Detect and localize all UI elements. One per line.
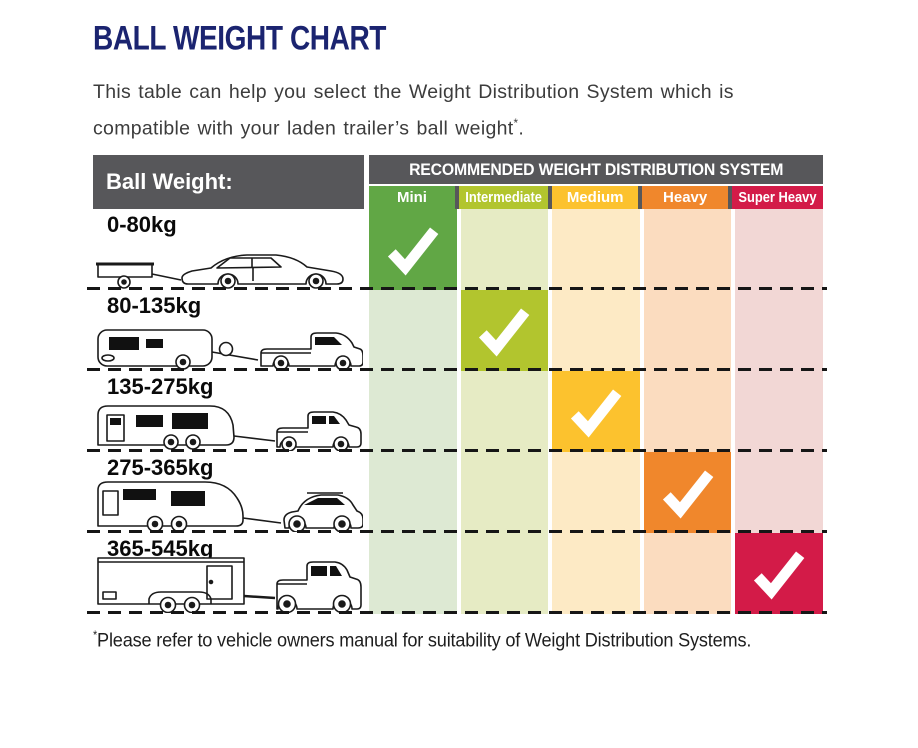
column-headers: Mini Intermediate Medium Heavy Super Heavy xyxy=(369,186,823,209)
cell-mini-80-135kg xyxy=(369,290,457,371)
checked-cell-mini-0-80kg xyxy=(369,209,457,290)
enclosed-trailer-and-truck-illustration xyxy=(97,557,362,613)
matrix xyxy=(369,209,823,614)
intro-line-2: compatible with your laden trailer’s bal… xyxy=(93,117,514,140)
ball-weight-header: Ball Weight: xyxy=(93,155,364,209)
cell-mini-275-365kg xyxy=(369,452,457,533)
cell-heavy-365-545kg xyxy=(643,533,732,614)
header-divider xyxy=(369,184,823,186)
checkmark-icon xyxy=(570,388,622,437)
recommended-header: RECOMMENDED WEIGHT DISTRIBUTION SYSTEM xyxy=(408,159,784,179)
table-row: 0-80kg xyxy=(93,209,364,290)
matrix-column-medium xyxy=(552,209,640,614)
cell-intermediate-0-80kg xyxy=(460,209,549,290)
page-title: BALL WEIGHT CHART xyxy=(93,18,386,57)
intro-asterisk: * xyxy=(513,117,519,130)
matrix-column-mini xyxy=(369,209,457,614)
row-divider xyxy=(87,449,827,452)
row-divider xyxy=(87,287,827,290)
cell-heavy-80-135kg xyxy=(643,290,732,371)
column-header-super-heavy: Super Heavy xyxy=(732,186,823,209)
row-label-275-365kg: 275-365kg xyxy=(107,455,214,480)
cell-intermediate-365-545kg xyxy=(460,533,549,614)
ball-weight-table: Ball Weight: RECOMMENDED WEIGHT DISTRIBU… xyxy=(87,155,827,614)
cell-intermediate-135-275kg xyxy=(460,371,549,452)
checkmark-icon xyxy=(662,469,713,518)
checked-cell-super-heavy-365-545kg xyxy=(735,533,823,614)
column-header-heavy: Heavy xyxy=(642,186,729,209)
row-label-135-275kg: 135-275kg xyxy=(107,374,214,399)
row-divider xyxy=(87,530,827,533)
cell-mini-365-545kg xyxy=(369,533,457,614)
cell-medium-80-135kg xyxy=(552,290,640,371)
table-row: 80-135kg xyxy=(93,290,364,371)
row-labels-column: 0-80kg xyxy=(93,209,364,614)
footnote-asterisk: * xyxy=(93,629,98,642)
cell-super-heavy-135-275kg xyxy=(735,371,823,452)
cell-medium-275-365kg xyxy=(552,452,640,533)
row-divider xyxy=(87,611,827,614)
box-trailer-and-sedan-illustration xyxy=(96,254,344,289)
footnote: *Please refer to vehicle owners manual f… xyxy=(93,629,752,652)
matrix-column-heavy xyxy=(643,209,732,614)
row-label-0-80kg: 0-80kg xyxy=(107,212,177,237)
large-caravan-and-suv-illustration xyxy=(97,481,363,532)
table-row: 275-365kg xyxy=(93,452,364,533)
column-header-mini: Mini xyxy=(369,186,455,209)
cell-mini-135-275kg xyxy=(369,371,457,452)
checkmark-icon xyxy=(479,307,530,356)
caravan-and-dual-cab-ute-illustration xyxy=(97,405,362,451)
matrix-column-super-heavy xyxy=(735,209,823,614)
row-divider xyxy=(87,368,827,371)
cell-super-heavy-275-365kg xyxy=(735,452,823,533)
checked-cell-heavy-275-365kg xyxy=(643,452,732,533)
checked-cell-medium-135-275kg xyxy=(552,371,640,452)
row-label-80-135kg: 80-135kg xyxy=(107,293,202,318)
cell-super-heavy-80-135kg xyxy=(735,290,823,371)
cell-medium-0-80kg xyxy=(552,209,640,290)
column-header-intermediate: Intermediate xyxy=(458,186,549,209)
table-row: 365-545kg xyxy=(93,533,364,614)
matrix-column-intermediate xyxy=(460,209,549,614)
cell-super-heavy-0-80kg xyxy=(735,209,823,290)
cell-heavy-135-275kg xyxy=(643,371,732,452)
cell-medium-365-545kg xyxy=(552,533,640,614)
checkmark-icon xyxy=(387,226,439,275)
intro-line-1: This table can help you select the Weigh… xyxy=(93,81,734,103)
checkmark-icon xyxy=(754,550,805,599)
cell-intermediate-275-365kg xyxy=(460,452,549,533)
table-row: 135-275kg xyxy=(93,371,364,452)
camper-trailer-and-ute-illustration xyxy=(97,329,363,370)
column-header-medium: Medium xyxy=(552,186,639,209)
checked-cell-intermediate-80-135kg xyxy=(460,290,549,371)
recommended-header-block: RECOMMENDED WEIGHT DISTRIBUTION SYSTEM M… xyxy=(369,155,823,209)
cell-heavy-0-80kg xyxy=(643,209,732,290)
row-label-365-545kg: 365-545kg xyxy=(107,536,214,561)
intro-text: This table can help you select the Weigh… xyxy=(93,81,734,140)
